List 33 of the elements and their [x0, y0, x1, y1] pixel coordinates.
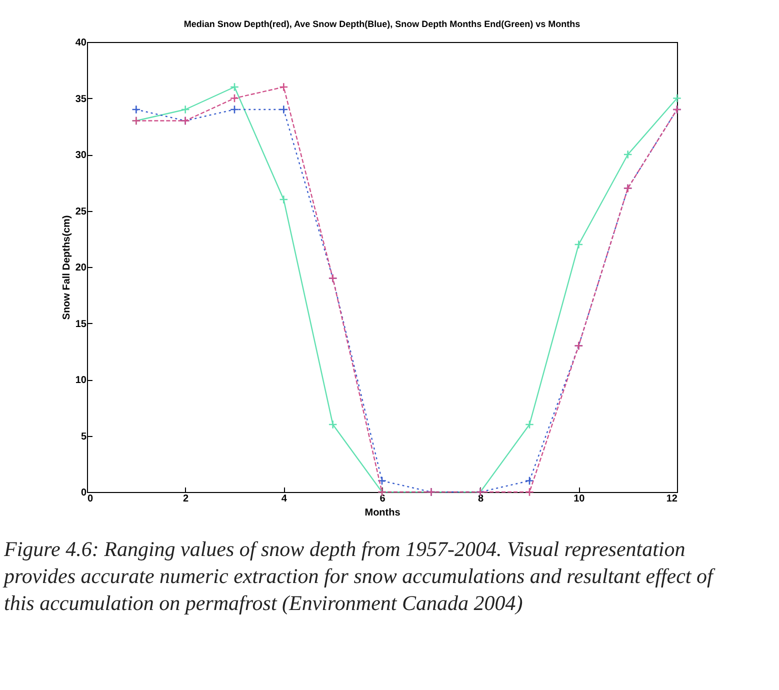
point: [230, 94, 240, 103]
point: [132, 104, 141, 114]
x-tick-label: 10: [574, 494, 586, 504]
point: [524, 487, 534, 497]
point: [623, 150, 632, 160]
point: [180, 104, 190, 114]
y-tick-label: 25: [75, 206, 87, 218]
x-tick-label: 2: [183, 494, 190, 504]
y-tick-label: 10: [75, 375, 87, 386]
point: [279, 104, 288, 114]
caption: Figure 4.6: Ranging values of snow depth from 1957-2004. Visual representation provides accurate numeric extraction for snow accumulations and resultant effect of this accumulation on permafrost (Environment Canada 2004): [4, 536, 716, 617]
point: [328, 420, 338, 430]
point: [230, 82, 240, 92]
point: [672, 94, 682, 103]
point: [524, 420, 534, 430]
y-tick-label: 5: [80, 431, 87, 442]
x-tick-label: 12: [666, 494, 678, 504]
y-tick-label: 20: [75, 262, 87, 274]
y-tick-label: 35: [75, 94, 87, 105]
chart-title: Median Snow Depth(red), Ave Snow Depth(Blue), Snow Depth Months End(Green) vs Months: [184, 19, 580, 29]
point: [524, 476, 534, 486]
point: [279, 82, 288, 92]
point: [574, 240, 584, 250]
point: [279, 194, 288, 204]
x-tick-label: 4: [281, 494, 288, 504]
point: [377, 476, 387, 486]
x-axis-title: Months: [364, 508, 401, 518]
y-tick-label: 15: [75, 318, 87, 330]
y-tick-label: 40: [75, 38, 87, 48]
y-axis-title: Snow Fall Depths(cm): [61, 215, 72, 320]
x-tick-label: 8: [478, 494, 484, 504]
y-tick-label: 30: [75, 150, 87, 161]
point: [230, 104, 240, 114]
